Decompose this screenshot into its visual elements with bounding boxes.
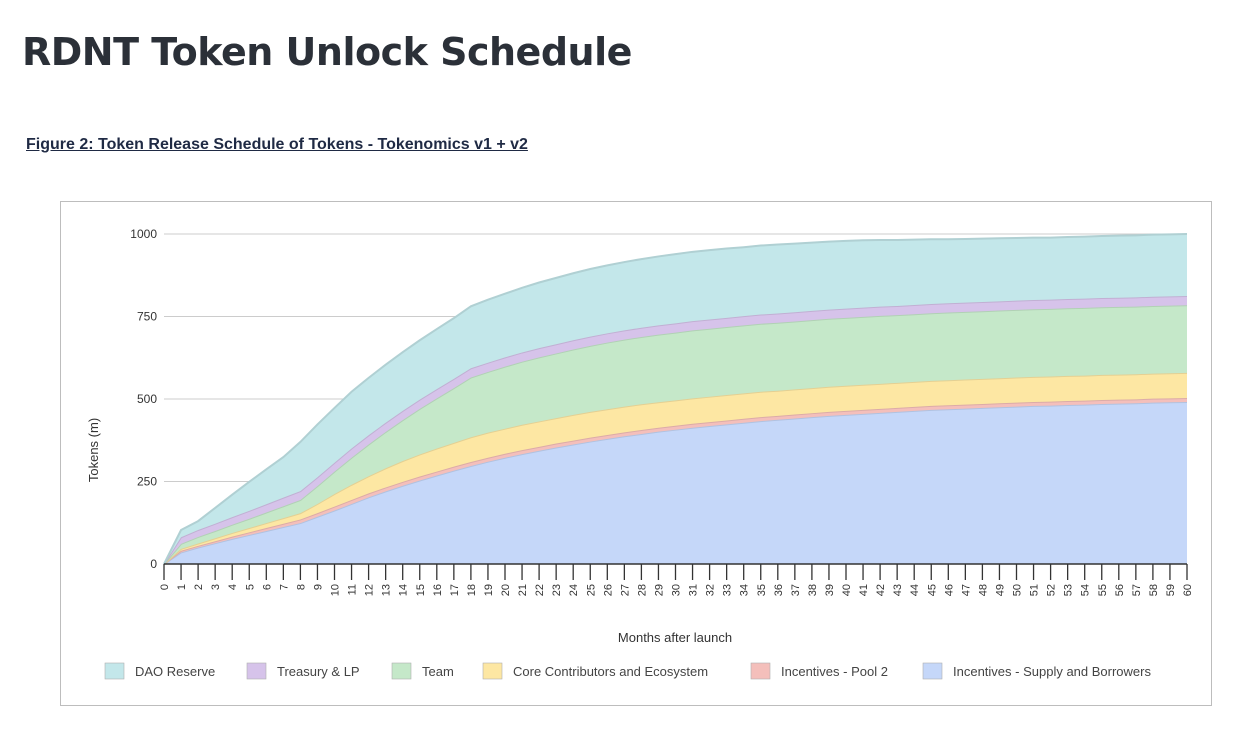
x-tick-label: 33 xyxy=(722,584,734,596)
area-series-0 xyxy=(164,401,1187,564)
x-tick-label: 30 xyxy=(671,584,683,596)
figure-caption: Figure 2: Token Release Schedule of Toke… xyxy=(26,136,528,153)
legend-swatch xyxy=(750,662,771,680)
x-tick-label: 40 xyxy=(841,584,853,596)
area-series-3 xyxy=(164,305,1187,564)
x-tick-label: 54 xyxy=(1080,584,1092,596)
x-tick-label: 43 xyxy=(892,584,904,596)
legend-label: DAO Reserve xyxy=(135,664,215,679)
legend-label: Treasury & LP xyxy=(277,664,360,679)
legend-swatch xyxy=(246,662,267,680)
x-tick-label: 9 xyxy=(312,584,324,590)
x-tick-label: 26 xyxy=(602,584,614,596)
x-tick-label: 55 xyxy=(1097,584,1109,596)
legend-label: Core Contributors and Ecosystem xyxy=(513,664,708,679)
y-tick-label: 1000 xyxy=(130,227,157,241)
x-tick-label: 2 xyxy=(193,584,205,590)
x-tick-label: 28 xyxy=(636,584,648,596)
y-axis-title: Tokens (m) xyxy=(86,418,101,482)
x-tick-label: 42 xyxy=(875,584,887,596)
x-tick-label: 29 xyxy=(653,584,665,596)
x-tick-label: 14 xyxy=(398,584,410,596)
x-tick-label: 10 xyxy=(330,584,342,596)
x-tick-label: 57 xyxy=(1131,584,1143,596)
x-tick-label: 41 xyxy=(858,584,870,596)
x-tick-label: 4 xyxy=(227,584,239,590)
x-tick-label: 20 xyxy=(500,584,512,596)
legend-item: Incentives - Pool 2 xyxy=(750,662,888,680)
y-tick-label: 250 xyxy=(137,475,157,489)
x-tick-label: 45 xyxy=(926,584,938,596)
x-tick-label: 12 xyxy=(364,584,376,596)
x-tick-label: 36 xyxy=(773,584,785,596)
legend-item: Core Contributors and Ecosystem xyxy=(482,662,708,680)
x-tick-label: 5 xyxy=(244,584,256,590)
legend: DAO Reserve Treasury & LP Team Core Contrib… xyxy=(104,662,1151,680)
x-tick-label: 38 xyxy=(807,584,819,596)
x-tick-label: 56 xyxy=(1114,584,1126,596)
area-series-2 xyxy=(164,372,1187,564)
x-tick-label: 52 xyxy=(1046,584,1058,596)
x-tick-label: 7 xyxy=(278,584,290,590)
x-tick-label: 58 xyxy=(1148,584,1160,596)
x-tick-label: 24 xyxy=(568,584,580,596)
x-tick-label: 32 xyxy=(705,584,717,596)
x-tick-label: 13 xyxy=(381,584,393,596)
x-tick-label: 17 xyxy=(449,584,461,596)
x-tick-label: 0 xyxy=(159,584,171,590)
legend-swatch xyxy=(104,662,125,680)
legend-item: DAO Reserve xyxy=(104,662,215,680)
x-tick-label: 27 xyxy=(619,584,631,596)
legend-item: Team xyxy=(391,662,454,680)
x-tick-label: 8 xyxy=(295,584,307,590)
x-tick-label: 15 xyxy=(415,584,427,596)
x-tick-label: 18 xyxy=(466,584,478,596)
x-tick-label: 37 xyxy=(790,584,802,596)
x-tick-label: 49 xyxy=(994,584,1006,596)
x-tick-label: 16 xyxy=(432,584,444,596)
legend-item: Incentives - Supply and Borrowers xyxy=(922,662,1151,680)
x-tick-label: 48 xyxy=(977,584,989,596)
x-tick-label: 25 xyxy=(585,584,597,596)
x-axis-title: Months after launch xyxy=(618,630,732,645)
x-tick-label: 47 xyxy=(960,584,972,596)
x-tick-label: 23 xyxy=(551,584,563,596)
series-line-5 xyxy=(163,233,1188,565)
area-series-5 xyxy=(164,234,1187,564)
legend-label: Incentives - Supply and Borrowers xyxy=(953,664,1151,679)
x-tick-label: 44 xyxy=(909,584,921,596)
x-tick-label: 46 xyxy=(943,584,955,596)
y-tick-label: 500 xyxy=(137,392,157,406)
legend-swatch xyxy=(922,662,943,680)
legend-label: Team xyxy=(422,664,454,679)
legend-item: Treasury & LP xyxy=(246,662,360,680)
legend-label: Incentives - Pool 2 xyxy=(781,664,888,679)
x-tick-label: 34 xyxy=(739,584,751,596)
x-tick-label: 22 xyxy=(534,584,546,596)
area-layer xyxy=(163,233,1188,565)
x-tick-label: 35 xyxy=(756,584,768,596)
x-tick-label: 3 xyxy=(210,584,222,590)
page-title: RDNT Token Unlock Schedule xyxy=(22,30,632,74)
x-tick-label: 21 xyxy=(517,584,529,596)
x-tick-label: 31 xyxy=(688,584,700,596)
x-tick-label: 19 xyxy=(483,584,495,596)
y-tick-label: 0 xyxy=(150,557,157,571)
x-tick-label: 59 xyxy=(1165,584,1177,596)
x-tick-label: 11 xyxy=(347,584,359,595)
x-tick-label: 6 xyxy=(261,584,273,590)
x-tick-label: 1 xyxy=(176,584,188,590)
x-tick-label: 53 xyxy=(1063,584,1075,596)
legend-swatch xyxy=(391,662,412,680)
y-tick-label: 750 xyxy=(137,310,157,324)
x-tick-label: 51 xyxy=(1029,584,1041,596)
x-tick-label: 39 xyxy=(824,584,836,596)
x-tick-label: 50 xyxy=(1012,584,1024,596)
legend-swatch xyxy=(482,662,503,680)
x-tick-label: 60 xyxy=(1182,584,1194,596)
chart-frame: 0 250 500 750 1000 0 1 2 3 4 5 6 7 8 9 10 11 12 13 14 15 16 17… xyxy=(60,201,1212,706)
